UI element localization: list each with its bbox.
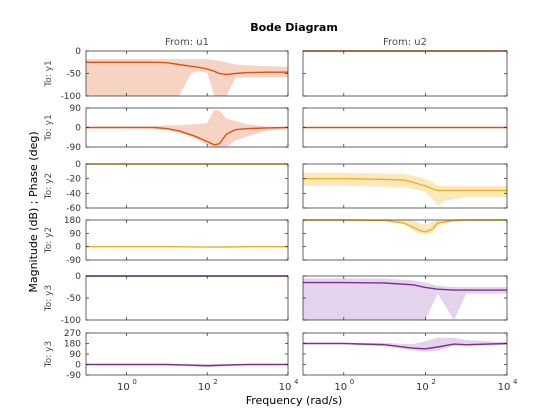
x-tick-exponent: 2 [213, 378, 217, 386]
column-title-u2: From: u2 [383, 37, 427, 48]
x-tick-exponent: 2 [431, 378, 435, 386]
panel-r4-c0 [85, 275, 289, 321]
y-tick-label: 0 [75, 47, 81, 57]
nominal-response-line [86, 363, 288, 367]
y-tick-label: 0 [75, 160, 81, 170]
axes-box [85, 219, 289, 261]
axes-box [85, 332, 289, 376]
y-tick-label: -60 [66, 204, 81, 214]
y-tick-label: 90 [70, 350, 82, 360]
y-tick-label: -90 [66, 143, 81, 153]
panel-r4-c1 [302, 275, 508, 321]
panel-r0-c1 [302, 50, 508, 97]
x-axis-label: Frequency (rad/s) [246, 394, 343, 407]
axes-box [302, 50, 508, 97]
x-tick-label: 10 [416, 382, 429, 393]
x-tick-exponent: 4 [513, 378, 518, 386]
row-label-2: To: y2 [44, 173, 54, 200]
uncertainty-band [86, 59, 288, 96]
chart-title: Bode Diagram [250, 21, 338, 34]
y-tick-label: 0 [75, 361, 81, 371]
axes-box [85, 275, 289, 321]
y-tick-label: 180 [64, 340, 81, 350]
uncertainty-band [303, 220, 507, 235]
y-tick-label: 0 [75, 243, 81, 253]
y-tick-label: -50 [66, 294, 81, 304]
y-axis-label: Magnitude (dB) ; Phase (deg) [27, 131, 40, 292]
row-label-4: To: y3 [44, 285, 54, 312]
panel-r5-c1 [302, 332, 508, 376]
panel-r2-c0 [85, 163, 289, 209]
y-tick-label: 0 [75, 272, 81, 282]
column-title-u1: From: u1 [165, 37, 209, 48]
row-label-5: To: y3 [44, 341, 54, 368]
nominal-response-line [303, 178, 507, 192]
x-tick-label: 10 [117, 382, 130, 393]
y-tick-label: -50 [66, 70, 81, 80]
y-tick-label: -100 [61, 316, 82, 326]
x-tick-exponent: 0 [350, 378, 354, 386]
x-tick-label: 10 [498, 382, 511, 393]
panel-r3-c1 [302, 219, 508, 261]
row-label-3: To: y2 [44, 227, 54, 254]
x-tick-label: 10 [198, 382, 211, 393]
uncertainty-band [303, 278, 507, 320]
uncertainty-band [86, 110, 288, 147]
y-tick-label: -40 [66, 189, 81, 199]
y-tick-label: 270 [64, 329, 81, 339]
axes-box [302, 163, 508, 209]
nominal-response-line [86, 61, 288, 76]
x-tick-label: 10 [279, 382, 292, 393]
y-tick-label: -90 [66, 256, 81, 266]
nominal-response-line [86, 126, 289, 146]
panel-r3-c0 [85, 219, 289, 261]
uncertainty-band [303, 172, 507, 207]
axes-box [302, 219, 508, 261]
nominal-response-line [303, 281, 507, 291]
uncertainty-band [303, 337, 507, 352]
x-tick-exponent: 4 [294, 378, 299, 386]
y-tick-label: -20 [66, 175, 81, 185]
y-tick-label: -100 [61, 92, 82, 102]
panel-r1-c0 [85, 107, 289, 148]
x-tick-labels: 10 0 10 2 10 4 10 0 10 2 10 4 [117, 378, 518, 393]
axes-box [85, 163, 289, 209]
x-tick-exponent: 0 [132, 378, 136, 386]
y-tick-label: 90 [70, 229, 82, 239]
y-tick-label: 0 [75, 124, 81, 134]
panel-r0-c0 [85, 50, 289, 97]
y-tick-label: 180 [64, 216, 81, 226]
nominal-response-line [303, 342, 508, 350]
panel-r1-c1 [302, 107, 508, 148]
row-label-1: To: y1 [44, 114, 54, 141]
row-label-0: To: y1 [44, 60, 54, 87]
y-tick-label: 90 [70, 104, 82, 114]
panel-r2-c1 [302, 163, 508, 209]
x-tick-label: 10 [334, 382, 347, 393]
y-tick-label: -90 [66, 371, 81, 381]
panel-r5-c0 [85, 332, 289, 376]
axes-box [302, 332, 508, 376]
